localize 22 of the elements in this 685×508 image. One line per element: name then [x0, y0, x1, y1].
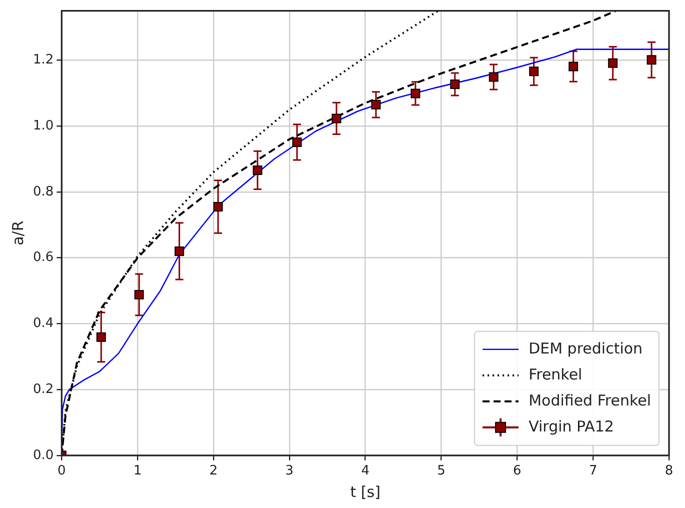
y-tick-label: 0.0: [32, 448, 54, 463]
legend-label: Modified Frenkel: [528, 391, 652, 410]
y-tick-label: 0.8: [32, 184, 54, 200]
x-tick-label: 5: [437, 464, 446, 479]
x-tick-label: 1: [133, 464, 142, 479]
x-tick-label: 6: [513, 464, 522, 479]
x-tick-label: 8: [664, 464, 674, 479]
x-tick-label: 4: [361, 464, 370, 479]
y-tick-label: 0.4: [32, 316, 54, 332]
legend-label: Virgin PA12: [528, 417, 614, 436]
legend-label: Frenkel: [528, 365, 582, 384]
legend-label: DEM prediction: [528, 339, 643, 358]
x-tick-label: 2: [209, 464, 218, 479]
y-tick-label: 1.0: [32, 118, 54, 134]
x-tick-label: 0: [58, 464, 66, 479]
x-tick-label: 7: [588, 464, 598, 479]
y-tick-label: 0.2: [32, 382, 54, 397]
y-tick-label: 1.2: [32, 52, 54, 68]
y-tick-label: 0.6: [32, 250, 54, 266]
x-axis-title: t [s]: [350, 482, 380, 501]
y-axis-title: a/R: [8, 220, 27, 246]
x-tick-label: 3: [285, 464, 294, 479]
